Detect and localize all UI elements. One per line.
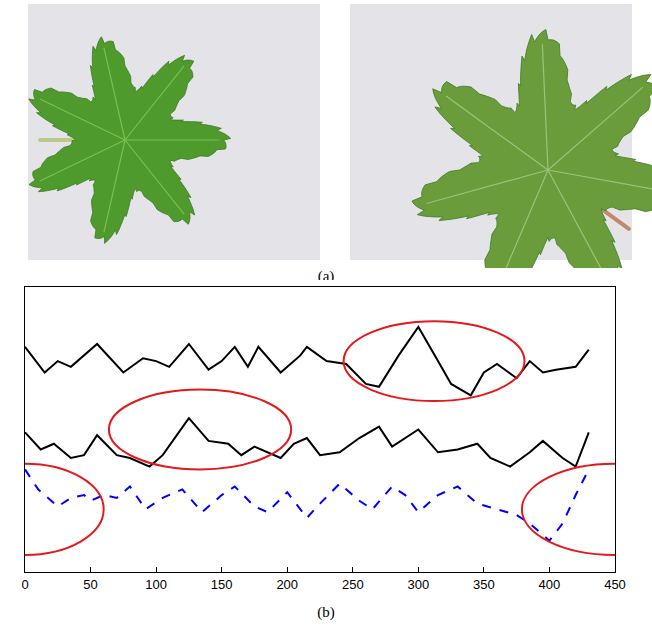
svg-text:400: 400: [539, 577, 561, 592]
svg-text:0: 0: [21, 577, 28, 592]
svg-text:50: 50: [83, 577, 97, 592]
svg-text:200: 200: [276, 577, 298, 592]
svg-text:450: 450: [604, 577, 626, 592]
svg-text:350: 350: [473, 577, 495, 592]
svg-text:150: 150: [211, 577, 233, 592]
svg-text:300: 300: [407, 577, 429, 592]
html-text:(a): (a): [317, 268, 335, 284]
html-text:(b): (b): [317, 604, 335, 620]
svg-text:100: 100: [145, 577, 167, 592]
svg-text:250: 250: [342, 577, 364, 592]
